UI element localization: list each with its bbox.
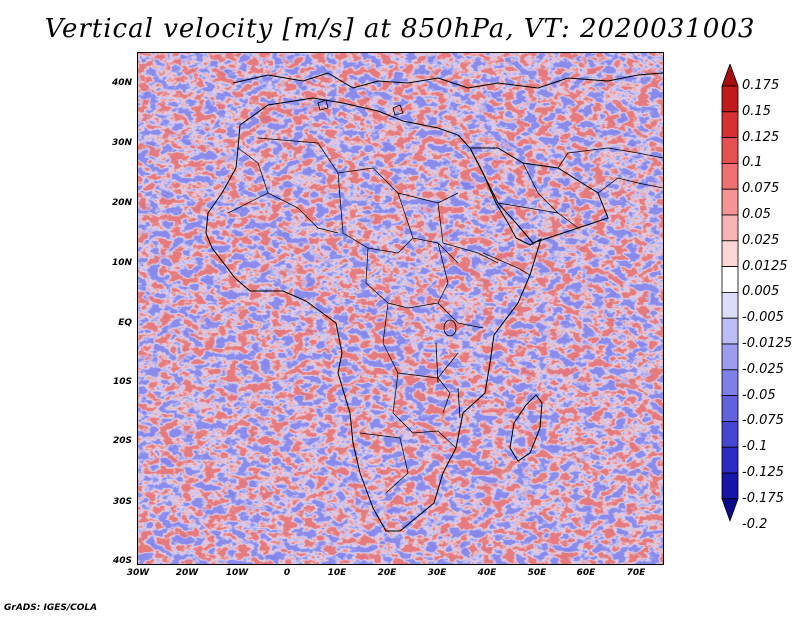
colorbar-label: 0.175 [742, 78, 780, 93]
colorbar-box [721, 266, 739, 293]
colorbar-box [721, 188, 739, 216]
colorbar-label: 0.0125 [742, 258, 788, 274]
colorbar-label: -0.175 [742, 490, 784, 506]
lon-label-30e: 30E [427, 568, 447, 578]
colorbar-box [721, 472, 739, 500]
colorbar-label: 0.075 [742, 181, 780, 197]
africa-coastline [205, 97, 542, 532]
colorbar-label: -0.1 [742, 439, 768, 455]
colorbar-box [721, 163, 739, 190]
colorbar-box [721, 240, 739, 268]
footer-credit: GrADS: IGES/COLA [4, 603, 98, 613]
lon-label-40e: 40E [477, 568, 497, 578]
europe-coastline [232, 72, 663, 89]
colorbar-label: -0.125 [742, 465, 784, 480]
colorbar-label: -0.0125 [742, 336, 793, 351]
colorbar-label: 0.15 [742, 103, 771, 119]
colorbar-box [721, 111, 739, 138]
lon-label-20w: 20W [175, 568, 199, 578]
colorbar-arrow-top [721, 64, 739, 87]
great-lakes [435, 319, 461, 419]
field-mixed-texture [138, 53, 663, 564]
chart-title: Vertical velocity [m/s] at 850hPa, VT: 2… [44, 14, 756, 44]
lon-label-60e: 60E [576, 568, 596, 578]
lat-label-10s: 10S [112, 377, 132, 387]
lat-label-30s: 30S [112, 497, 132, 507]
colorbar-box [721, 137, 739, 164]
mediterranean-islands [317, 99, 404, 116]
colorbar-label: 0.025 [742, 232, 780, 248]
lat-label-40n: 40N [111, 78, 132, 88]
colorbar-arrow-bottom [721, 498, 739, 522]
colorbar-label: -0.05 [742, 387, 776, 403]
colorbar-box [721, 420, 739, 448]
colorbar-label: 0.1 [742, 155, 763, 171]
colorbar-box [721, 446, 739, 474]
lat-label-10n: 10N [111, 258, 132, 268]
map-canvas [138, 53, 663, 564]
lat-label-eq: EQ [118, 318, 132, 328]
colorbar-label: 0.05 [742, 207, 771, 222]
lat-label-20s: 20S [112, 436, 132, 446]
lat-label-40s: 40S [112, 556, 132, 566]
colorbar-box [721, 343, 739, 371]
madagascar-coastline [509, 394, 543, 462]
colorbar-box [721, 369, 739, 396]
colorbar-box [721, 395, 739, 422]
colorbar [721, 64, 739, 522]
colorbar-box [721, 317, 739, 345]
lat-label-30n: 30N [111, 138, 132, 148]
colorbar-label: -0.025 [742, 361, 784, 377]
country-borders [227, 137, 663, 494]
lon-label-10e: 10E [327, 568, 347, 578]
map-panel [137, 52, 664, 565]
colorbar-box [721, 291, 739, 319]
colorbar-label: 0.125 [742, 129, 780, 145]
lon-label-10w: 10W [225, 568, 249, 578]
colorbar-label: -0.075 [742, 413, 784, 429]
lon-label-0: 0 [283, 568, 291, 578]
lon-label-70e: 70E [626, 568, 646, 578]
colorbar-label: -0.005 [742, 310, 784, 326]
colorbar-box [721, 85, 739, 113]
lon-label-50e: 50E [527, 568, 547, 578]
lon-label-20e: 20E [377, 568, 397, 578]
lat-label-20n: 20N [111, 198, 132, 208]
colorbar-label: 0.005 [742, 284, 780, 300]
colorbar-label: -0.2 [742, 516, 768, 532]
colorbar-box [721, 214, 739, 242]
lon-label-30w: 30W [126, 568, 150, 578]
